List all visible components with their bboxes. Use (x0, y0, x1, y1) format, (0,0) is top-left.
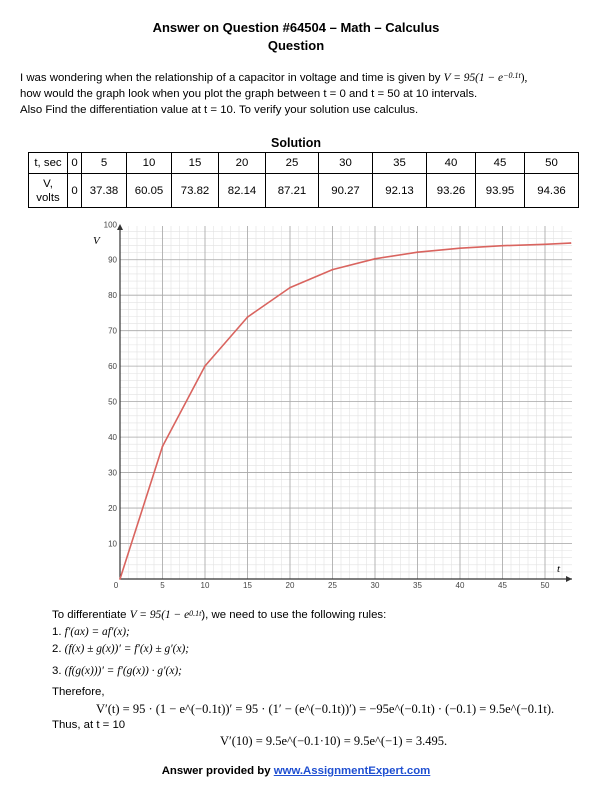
voltage-label-line-1: V, (43, 177, 53, 190)
rule-1-number: 1. (52, 626, 65, 638)
rule-2: 2. (f(x) ± g(x))′ = f′(x) ± g′(x); (52, 642, 189, 657)
data-point (501, 244, 504, 247)
question-formula: V = 95(1 − e (443, 72, 504, 84)
v-cell: 73.82 (171, 173, 219, 208)
data-point (289, 286, 291, 289)
footer-prefix: Answer provided by (161, 765, 274, 777)
question-line-2: how would the graph look when you plot t… (20, 88, 478, 100)
x-tick-label: 45 (498, 581, 507, 590)
rule-3-number: 3. (52, 665, 65, 677)
derivation-formula: V = 95(1 − e (129, 609, 190, 621)
y-tick-label: 10 (108, 540, 117, 549)
derivation-intro-text: To differentiate (52, 609, 130, 621)
data-point (119, 578, 121, 580)
y-axis-label: V (93, 235, 101, 247)
question-formula-end: ), (520, 72, 528, 84)
v-cell: 93.95 (475, 173, 525, 208)
y-tick-label: 100 (104, 220, 118, 229)
data-point (569, 242, 572, 244)
v-cell: 93.26 (426, 173, 476, 208)
rule-3: 3. (f(g(x)))′ = f′(g(x)) · g′(x); (52, 664, 182, 679)
x-tick-label: 5 (160, 581, 165, 590)
y-axis-arrow (117, 224, 123, 230)
v-cell: 87.21 (265, 173, 319, 208)
solution-heading: Solution (271, 136, 321, 150)
v-cell: 90.27 (318, 173, 373, 208)
rule-1-formula: f′(ax) = af′(x); (64, 626, 130, 638)
x-tick-label: 0 (114, 581, 119, 590)
derivation-intro-end: ), we need to use the following rules: (201, 609, 387, 621)
x-tick-label: 35 (413, 581, 422, 590)
t-cell: 45 (475, 152, 525, 174)
voltage-time-graph: 0 5 10 15 20 25 30 35 40 45 50 10 20 30 40 50 60 70 80 90 10… (93, 220, 572, 590)
question-line-1: I was wondering when the relationship of… (20, 70, 527, 86)
voltage-row: V, volts 0 37.38 60.05 73.82 82.14 87.21 … (28, 173, 579, 208)
x-tick-label: 50 (541, 581, 550, 590)
derivation-intro: To differentiate V = 95(1 − e0.1t), we n… (52, 608, 386, 623)
derivation-exponent: 0.1t (189, 609, 202, 618)
y-tick-label: 80 (108, 291, 117, 300)
page-title: Answer on Question #64504 – Math – Calcu… (152, 20, 440, 35)
derivative-result: V′(10) = 9.5e^(−0.1·10) = 9.5e^(−1) = 3.… (220, 734, 448, 748)
y-tick-label: 50 (108, 398, 117, 407)
rule-2-formula: (f(x) ± g(x))′ = f′(x) ± g′(x); (64, 643, 190, 655)
time-row: t, sec 0 5 10 15 20 25 30 35 40 45 50 (28, 152, 579, 174)
page-subtitle: Question (267, 38, 325, 53)
thus-text: Thus, at t = 10 (52, 719, 126, 731)
question-exponent: −0.1t (503, 71, 521, 80)
t-cell: 25 (265, 152, 319, 174)
x-tick-label: 30 (371, 581, 380, 590)
y-tick-label: 20 (108, 504, 117, 513)
voltage-label-line-2: volts (36, 191, 60, 204)
question-text: I was wondering when the relationship of… (20, 72, 444, 84)
data-point (374, 257, 376, 260)
footer: Answer provided by www.AssignmentExpert.… (0, 765, 592, 777)
data-point (544, 243, 546, 246)
y-tick-label: 70 (108, 327, 117, 336)
values-table: t, sec 0 5 10 15 20 25 30 35 40 45 50 V,… (28, 152, 579, 208)
x-axis-arrow (566, 576, 572, 582)
v-cell: 60.05 (126, 173, 172, 208)
y-tick-label: 60 (108, 362, 117, 371)
derivative-equation: V′(t) = 95 · (1 − e^(−0.1t))′ = 95 · (1′… (96, 702, 555, 716)
x-tick-label: 25 (328, 581, 337, 590)
data-point (416, 251, 419, 254)
rule-2-number: 2. (52, 643, 65, 655)
y-tick-label: 40 (108, 433, 117, 442)
x-tick-label: 20 (286, 581, 295, 590)
x-tick-label: 15 (243, 581, 252, 590)
voltage-row-label: V, volts (28, 173, 68, 208)
data-point (459, 247, 461, 250)
data-point (331, 268, 334, 271)
v-cell: 94.36 (524, 173, 579, 208)
x-axis-label: t (557, 563, 561, 575)
data-point (246, 316, 249, 319)
therefore-text: Therefore, (52, 686, 105, 698)
y-tick-label: 30 (108, 469, 117, 478)
data-point (161, 445, 164, 448)
question-line-3: Also Find the differentiation value at t… (20, 104, 419, 116)
x-tick-label: 10 (201, 581, 210, 590)
v-cell: 82.14 (218, 173, 266, 208)
rule-1: 1. f′(ax) = af′(x); (52, 625, 130, 640)
x-tick-label: 40 (456, 581, 465, 590)
footer-link[interactable]: www.AssignmentExpert.com (273, 765, 431, 777)
voltage-curve (119, 242, 571, 580)
v-cell: 37.38 (81, 173, 127, 208)
rule-3-formula: (f(g(x)))′ = f′(g(x)) · g′(x); (64, 665, 182, 677)
data-point (204, 365, 206, 367)
y-tick-label: 90 (108, 256, 117, 265)
